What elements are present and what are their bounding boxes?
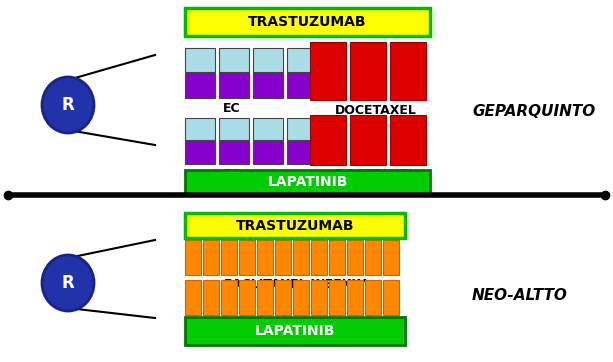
Text: GEPARQUINTO: GEPARQUINTO — [472, 105, 595, 119]
Text: R: R — [62, 274, 74, 292]
FancyBboxPatch shape — [311, 240, 327, 275]
FancyBboxPatch shape — [347, 280, 363, 315]
FancyBboxPatch shape — [253, 48, 283, 72]
FancyBboxPatch shape — [275, 280, 291, 315]
FancyBboxPatch shape — [257, 280, 273, 315]
Text: TRASTUZUMAB: TRASTUZUMAB — [236, 219, 354, 232]
FancyBboxPatch shape — [390, 42, 426, 100]
FancyBboxPatch shape — [219, 48, 249, 72]
FancyBboxPatch shape — [185, 72, 215, 98]
FancyBboxPatch shape — [383, 240, 399, 275]
Text: DOCETAXEL: DOCETAXEL — [335, 104, 417, 117]
FancyBboxPatch shape — [329, 240, 345, 275]
FancyBboxPatch shape — [293, 280, 309, 315]
Ellipse shape — [42, 77, 94, 133]
FancyBboxPatch shape — [185, 213, 405, 238]
FancyBboxPatch shape — [383, 280, 399, 315]
Text: EC: EC — [223, 102, 241, 115]
FancyBboxPatch shape — [203, 240, 219, 275]
FancyBboxPatch shape — [253, 118, 283, 140]
FancyBboxPatch shape — [257, 240, 273, 275]
FancyBboxPatch shape — [185, 140, 215, 164]
Text: NEO-ALTTO: NEO-ALTTO — [472, 287, 568, 303]
Text: DOCETAXEL: DOCETAXEL — [335, 168, 417, 181]
FancyBboxPatch shape — [329, 280, 345, 315]
FancyBboxPatch shape — [365, 240, 381, 275]
FancyBboxPatch shape — [390, 115, 426, 165]
Text: TRASTUZUMAB: TRASTUZUMAB — [248, 15, 367, 29]
FancyBboxPatch shape — [287, 140, 317, 164]
FancyBboxPatch shape — [185, 48, 215, 72]
FancyBboxPatch shape — [185, 118, 215, 140]
FancyBboxPatch shape — [239, 240, 255, 275]
FancyBboxPatch shape — [239, 280, 255, 315]
Text: EC: EC — [223, 168, 241, 181]
Text: PACLITAXEL WEEKLY: PACLITAXEL WEEKLY — [224, 278, 366, 291]
Text: R: R — [62, 96, 74, 114]
FancyBboxPatch shape — [221, 280, 237, 315]
FancyBboxPatch shape — [253, 72, 283, 98]
FancyBboxPatch shape — [185, 317, 405, 345]
FancyBboxPatch shape — [185, 280, 201, 315]
FancyBboxPatch shape — [185, 170, 430, 194]
FancyBboxPatch shape — [287, 48, 317, 72]
FancyBboxPatch shape — [310, 115, 346, 165]
FancyBboxPatch shape — [287, 72, 317, 98]
Text: LAPATINIB: LAPATINIB — [267, 175, 348, 189]
FancyBboxPatch shape — [219, 118, 249, 140]
FancyBboxPatch shape — [275, 240, 291, 275]
FancyBboxPatch shape — [185, 240, 201, 275]
FancyBboxPatch shape — [350, 115, 386, 165]
Text: LAPATINIB: LAPATINIB — [255, 324, 335, 338]
FancyBboxPatch shape — [347, 240, 363, 275]
FancyBboxPatch shape — [221, 240, 237, 275]
FancyBboxPatch shape — [311, 280, 327, 315]
Ellipse shape — [42, 255, 94, 311]
FancyBboxPatch shape — [350, 42, 386, 100]
FancyBboxPatch shape — [219, 140, 249, 164]
FancyBboxPatch shape — [185, 8, 430, 36]
FancyBboxPatch shape — [203, 280, 219, 315]
FancyBboxPatch shape — [293, 240, 309, 275]
FancyBboxPatch shape — [219, 72, 249, 98]
FancyBboxPatch shape — [365, 280, 381, 315]
FancyBboxPatch shape — [253, 140, 283, 164]
FancyBboxPatch shape — [310, 42, 346, 100]
FancyBboxPatch shape — [287, 118, 317, 140]
